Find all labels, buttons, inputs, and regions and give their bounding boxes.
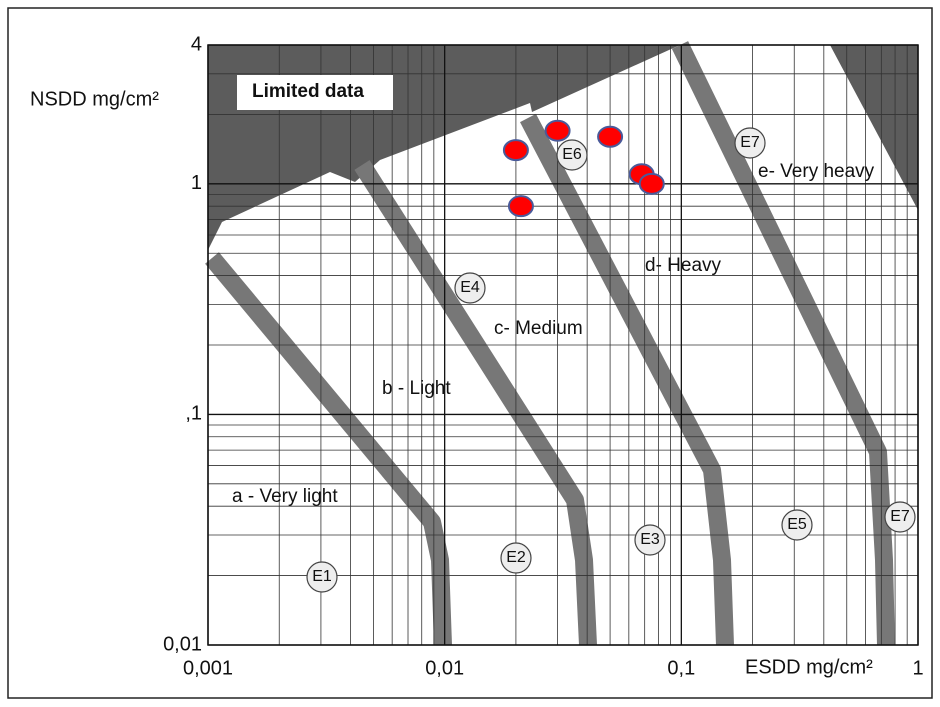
zone-code: E1 [312, 568, 332, 585]
zone-code: E5 [787, 516, 807, 533]
zone-marker [306, 561, 338, 593]
severity-band [520, 113, 734, 646]
x-axis-label: ESDD mg/cm² [745, 656, 873, 678]
zone-marker [734, 127, 766, 159]
zone-label: a - Very light [232, 486, 338, 507]
data-point [638, 172, 665, 195]
zone-code: E7 [890, 508, 910, 525]
zone-marker [454, 272, 486, 304]
x-tick-label: 1 [912, 657, 923, 679]
severity-band [205, 252, 452, 646]
zone-code: E2 [506, 549, 526, 566]
y-tick-label: 4 [191, 33, 202, 55]
zone-label: d- Heavy [645, 255, 722, 276]
zone-marker [884, 501, 916, 533]
data-point [502, 139, 529, 162]
data-point [544, 119, 571, 142]
x-tick-label: 0,001 [183, 657, 233, 679]
zone-code: E3 [640, 531, 660, 548]
y-tick-label: 1 [191, 172, 202, 194]
zone-label: e- Very heavy [758, 161, 875, 182]
data-point [597, 125, 624, 148]
zone-marker [781, 509, 813, 541]
limited-box [237, 75, 393, 110]
zone-code: E6 [562, 146, 582, 163]
y-tick-label: ,1 [185, 403, 202, 425]
plot-border [207, 44, 919, 646]
severity-band [354, 160, 597, 646]
zone-label: b - Light [382, 378, 451, 399]
y-tick-label: 0,01 [163, 633, 202, 655]
x-tick-label: 0,1 [667, 657, 695, 679]
zone-code: E4 [460, 279, 480, 296]
zone-marker [500, 542, 532, 574]
data-point [507, 195, 534, 218]
zone-marker [634, 524, 666, 556]
zone-marker [556, 139, 588, 171]
x-tick-label: 0,01 [425, 657, 464, 679]
zone-label: Limited data [252, 81, 364, 102]
zone-code: E7 [740, 134, 760, 151]
zone-label: c- Medium [494, 318, 583, 339]
y-axis-label: NSDD mg/cm² [30, 88, 159, 110]
